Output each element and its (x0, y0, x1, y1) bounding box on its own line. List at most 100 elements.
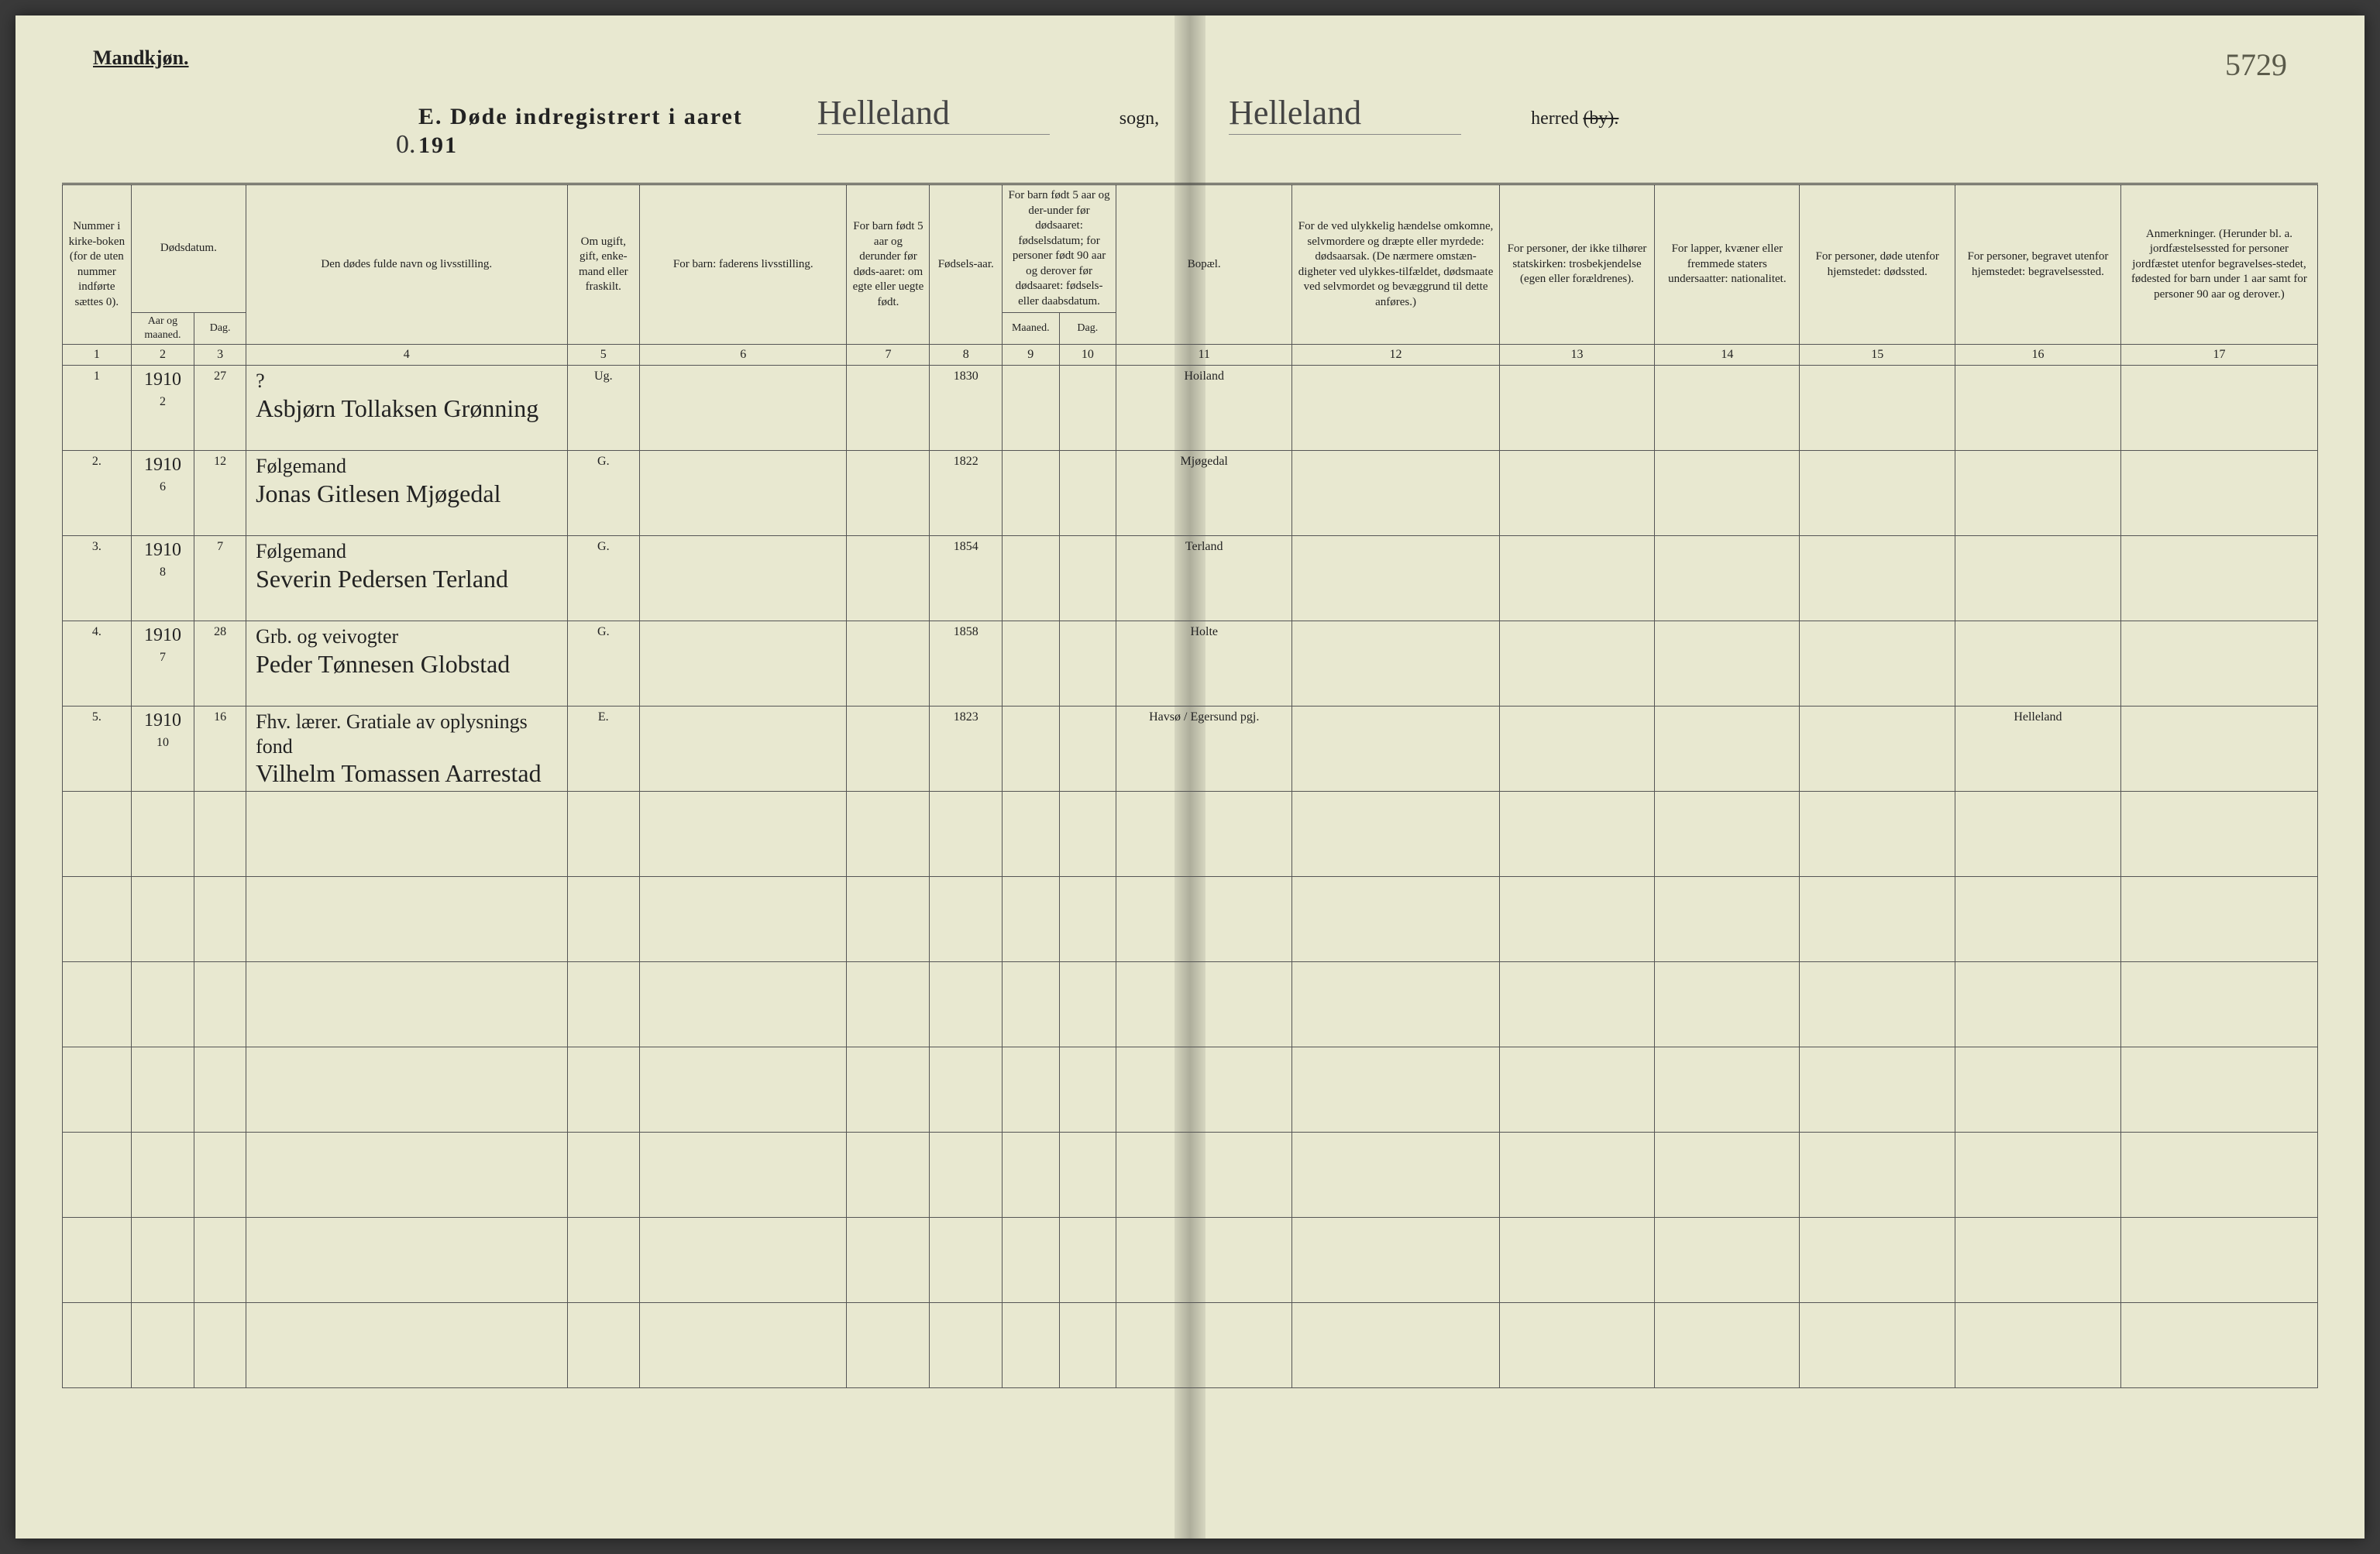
empty-cell (847, 962, 930, 1047)
empty-cell (847, 792, 930, 877)
empty-cell (930, 962, 1003, 1047)
cell-status: E. (567, 707, 640, 792)
cell-num: 3. (63, 536, 132, 621)
col-header-13: For personer, der ikke tilhører statskir… (1499, 184, 1655, 345)
cell-deathplace (1800, 707, 1955, 792)
cell-legit (847, 536, 930, 621)
cell-faith (1499, 707, 1655, 792)
empty-cell (1116, 1047, 1292, 1133)
empty-cell (1059, 1047, 1116, 1133)
empty-cell (1955, 1218, 2120, 1303)
empty-cell (1800, 877, 1955, 962)
cell-name: Grb. og veivogterPeder Tønnesen Globstad (246, 621, 567, 707)
empty-cell (1655, 1303, 1800, 1388)
cell-nationality (1655, 707, 1800, 792)
empty-cell (131, 1303, 194, 1388)
cell-residence: Mjøgedal (1116, 451, 1292, 536)
empty-cell (640, 1047, 847, 1133)
empty-cell (2120, 1133, 2317, 1218)
cell-legit (847, 366, 930, 451)
gender-label: Mandkjøn. (93, 46, 2318, 70)
empty-cell (847, 1218, 930, 1303)
cell-year-month: 19106 (131, 451, 194, 536)
empty-cell (1655, 792, 1800, 877)
empty-cell (930, 792, 1003, 877)
cell-year-month: 191010 (131, 707, 194, 792)
cell-day: 12 (194, 451, 246, 536)
cell-birth-month (1003, 451, 1060, 536)
empty-row (63, 1047, 2318, 1133)
col-header-9: Maaned. (1003, 313, 1060, 345)
col-header-15: For personer, døde utenfor hjemstedet: d… (1800, 184, 1955, 345)
column-number-row: 1 2 3 4 5 6 7 8 9 10 11 12 13 14 15 16 1… (63, 345, 2318, 366)
colnum: 9 (1003, 345, 1060, 366)
cell-birthyear: 1830 (930, 366, 1003, 451)
cell-num: 1 (63, 366, 132, 451)
empty-cell (567, 962, 640, 1047)
cell-residence: Havsø / Egersund pgj. (1116, 707, 1292, 792)
empty-cell (1116, 962, 1292, 1047)
empty-cell (1655, 877, 1800, 962)
cell-day: 28 (194, 621, 246, 707)
cell-birthyear: 1858 (930, 621, 1003, 707)
cell-burial (1955, 536, 2120, 621)
empty-cell (847, 1133, 930, 1218)
empty-cell (1292, 1133, 1499, 1218)
empty-cell (930, 877, 1003, 962)
cell-burial (1955, 451, 2120, 536)
empty-row (63, 1303, 2318, 1388)
empty-cell (63, 962, 132, 1047)
cell-birthyear: 1854 (930, 536, 1003, 621)
col-header-16: For personer, begravet utenfor hjemstede… (1955, 184, 2120, 345)
col-header-9-10-group: For barn født 5 aar og der-under før død… (1003, 184, 1116, 313)
cell-residence: Hoiland (1116, 366, 1292, 451)
cell-year-month: 19102 (131, 366, 194, 451)
empty-cell (930, 1218, 1003, 1303)
empty-cell (1800, 1133, 1955, 1218)
title-prefix: E. Døde indregistrert i aaret 191 (418, 104, 743, 158)
col-header-14: For lapper, kvæner eller fremmede stater… (1655, 184, 1800, 345)
colnum: 12 (1292, 345, 1499, 366)
empty-row (63, 877, 2318, 962)
empty-cell (1499, 1133, 1655, 1218)
table-body: 1 2 3 4 5 6 7 8 9 10 11 12 13 14 15 16 1… (63, 345, 2318, 1388)
empty-cell (1655, 1047, 1800, 1133)
empty-cell (1655, 1133, 1800, 1218)
empty-cell (567, 1218, 640, 1303)
empty-cell (567, 1303, 640, 1388)
empty-cell (63, 877, 132, 962)
empty-cell (63, 1303, 132, 1388)
empty-cell (131, 1047, 194, 1133)
empty-cell (1292, 1047, 1499, 1133)
empty-cell (1059, 877, 1116, 962)
empty-cell (567, 1133, 640, 1218)
colnum: 4 (246, 345, 567, 366)
cell-status: G. (567, 536, 640, 621)
empty-cell (2120, 877, 2317, 962)
cell-remarks (2120, 707, 2317, 792)
register-table: Nummer i kirke-boken (for de uten nummer… (62, 183, 2318, 1388)
cell-father (640, 451, 847, 536)
cell-deathplace (1800, 621, 1955, 707)
cell-legit (847, 451, 930, 536)
empty-cell (847, 1047, 930, 1133)
col-header-6: For barn: faderens livsstilling. (640, 184, 847, 345)
empty-cell (567, 877, 640, 962)
col-header-2a: Aar og maaned. (131, 313, 194, 345)
empty-row (63, 962, 2318, 1047)
empty-cell (1116, 1133, 1292, 1218)
empty-cell (194, 1133, 246, 1218)
empty-cell (1003, 1218, 1060, 1303)
empty-cell (1116, 877, 1292, 962)
empty-cell (640, 962, 847, 1047)
cell-birth-day (1059, 621, 1116, 707)
empty-cell (1292, 1303, 1499, 1388)
table-header: Nummer i kirke-boken (for de uten nummer… (63, 184, 2318, 345)
colnum: 8 (930, 345, 1003, 366)
empty-cell (1059, 962, 1116, 1047)
col-header-7: For barn født 5 aar og derunder før døds… (847, 184, 930, 345)
cell-residence: Terland (1116, 536, 1292, 621)
cell-deathplace (1800, 366, 1955, 451)
cell-birthyear: 1822 (930, 451, 1003, 536)
cell-residence: Holte (1116, 621, 1292, 707)
